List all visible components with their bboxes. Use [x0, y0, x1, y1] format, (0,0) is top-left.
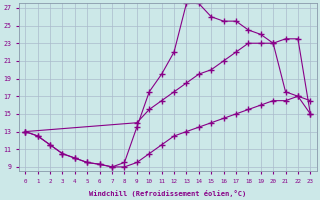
- X-axis label: Windchill (Refroidissement éolien,°C): Windchill (Refroidissement éolien,°C): [89, 190, 246, 197]
